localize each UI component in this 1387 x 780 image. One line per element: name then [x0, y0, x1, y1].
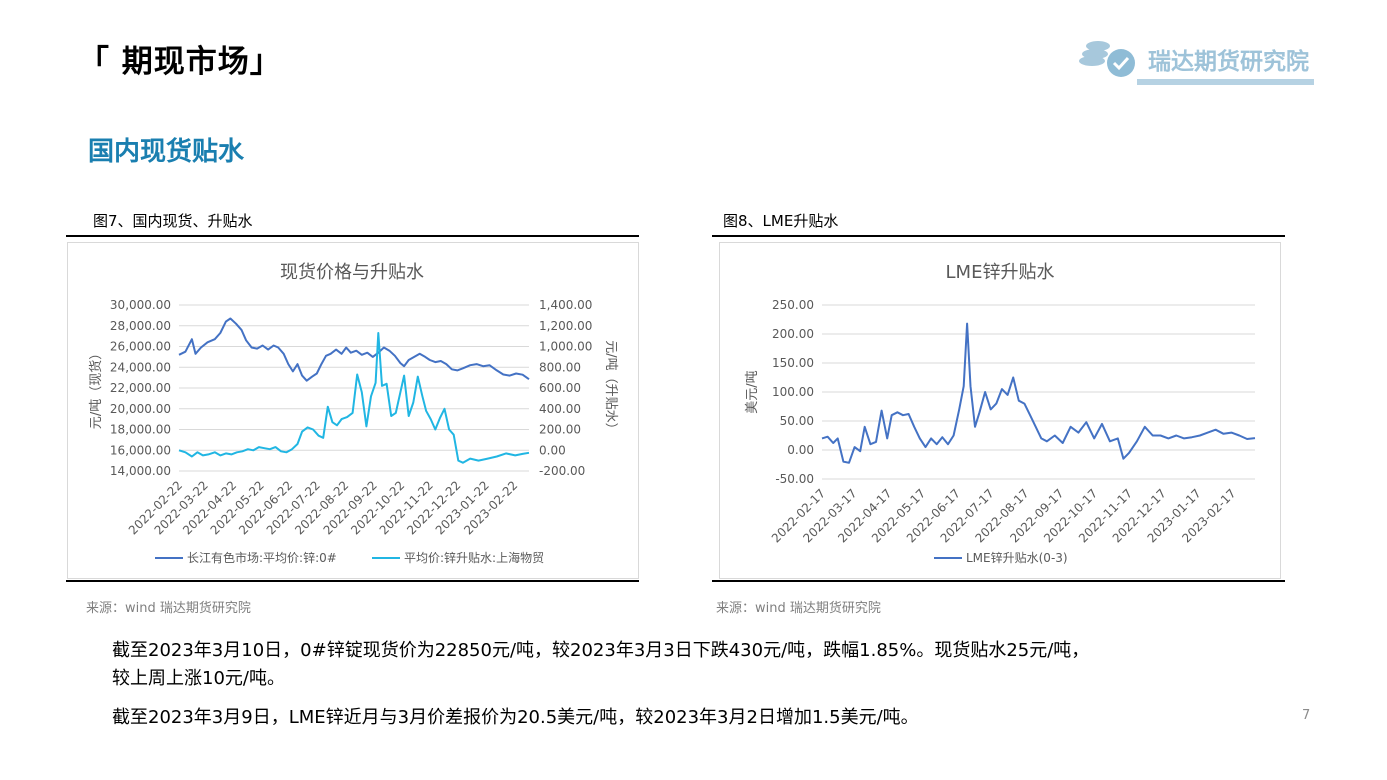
- legend-label: 平均价:锌升贴水:上海物贸: [404, 550, 544, 565]
- y-tick-label: 18,000.00: [110, 423, 171, 437]
- caption-rule-right: [712, 235, 1285, 237]
- y2-tick-label: 0.00: [539, 443, 566, 457]
- y-tick-label: 14,000.00: [110, 464, 171, 478]
- note-line-3: 截至2023年3月9日，LME锌近月与3月价差报价为20.5美元/吨，较2023…: [112, 707, 919, 728]
- figure-caption-right: 图8、LME升贴水: [723, 212, 839, 230]
- coin-stack-icon: [1079, 41, 1135, 77]
- section-title: 国内现货贴水: [88, 137, 245, 167]
- y2-tick-label: -200.00: [539, 464, 585, 478]
- logo: [1079, 41, 1135, 77]
- series-line: [821, 322, 1256, 464]
- page-number: 7: [1302, 708, 1311, 723]
- y-tick-label: 26,000.00: [110, 340, 171, 354]
- figure-caption-left: 图7、国内现货、升贴水: [93, 212, 253, 230]
- y2-tick-label: 800.00: [539, 360, 581, 374]
- y2-tick-label: 1,000.00: [539, 340, 592, 354]
- logo-text: 瑞达期货研究院: [1148, 49, 1309, 75]
- y2-tick-label: 1,200.00: [539, 319, 592, 333]
- y-tick-label: 30,000.00: [110, 298, 171, 312]
- note-line-1: 截至2023年3月10日，0#锌锭现货价为22850元/吨，较2023年3月3日…: [112, 640, 1090, 661]
- legend-label: 长江有色市场:平均价:锌:0#: [187, 550, 337, 565]
- caption-rule-left: [66, 235, 639, 237]
- y-axis-label: 美元/吨: [745, 370, 760, 413]
- y-tick-label: 22,000.00: [110, 381, 171, 395]
- lme-spread-chart: LME锌升贴水 250.00 200.00 150.00 100.00 50.00 0.00…: [745, 262, 1256, 565]
- y2-axis-label: 元/吨（升贴水）: [603, 340, 618, 435]
- chart-frame-right: [719, 242, 1281, 579]
- y2-tick-label: 1,400.00: [539, 298, 592, 312]
- y2-tick-label: 600.00: [539, 381, 581, 395]
- y-tick-label: -50.00: [775, 472, 814, 486]
- y-tick-label: 28,000.00: [110, 319, 171, 333]
- y-tick-label: 16,000.00: [110, 443, 171, 457]
- y-tick-label: 150.00: [772, 356, 814, 370]
- logo-underline: [1137, 79, 1314, 85]
- page-title: 「 期现市场」: [78, 44, 282, 80]
- y-axis-label: 元/吨（现货）: [88, 347, 104, 429]
- note-line-2: 较上周上涨10元/吨。: [112, 668, 285, 689]
- y-tick-label: 250.00: [772, 298, 814, 312]
- y-tick-label: 0.00: [787, 443, 814, 457]
- y-tick-label: 200.00: [772, 327, 814, 341]
- y-tick-label: 24,000.00: [110, 360, 171, 374]
- bottom-rule-right: [712, 580, 1285, 582]
- legend-label: LME锌升贴水(0-3): [966, 551, 1068, 565]
- series-line: [178, 332, 530, 464]
- y2-tick-label: 400.00: [539, 402, 581, 416]
- y-tick-label: 100.00: [772, 385, 814, 399]
- source-left: 来源：wind 瑞达期货研究院: [86, 601, 251, 616]
- chart-title: LME锌升贴水: [946, 262, 1055, 283]
- chart-title: 现货价格与升贴水: [280, 262, 424, 283]
- y-tick-label: 20,000.00: [110, 402, 171, 416]
- bottom-rule-left: [66, 580, 639, 582]
- source-right: 来源：wind 瑞达期货研究院: [716, 601, 881, 616]
- spot-price-chart: 现货价格与升贴水 30,000.00 28,000.00 26,000.00 24,00…: [88, 262, 618, 565]
- series-line: [178, 317, 530, 382]
- y2-tick-label: 200.00: [539, 423, 581, 437]
- y-tick-label: 50.00: [780, 414, 814, 428]
